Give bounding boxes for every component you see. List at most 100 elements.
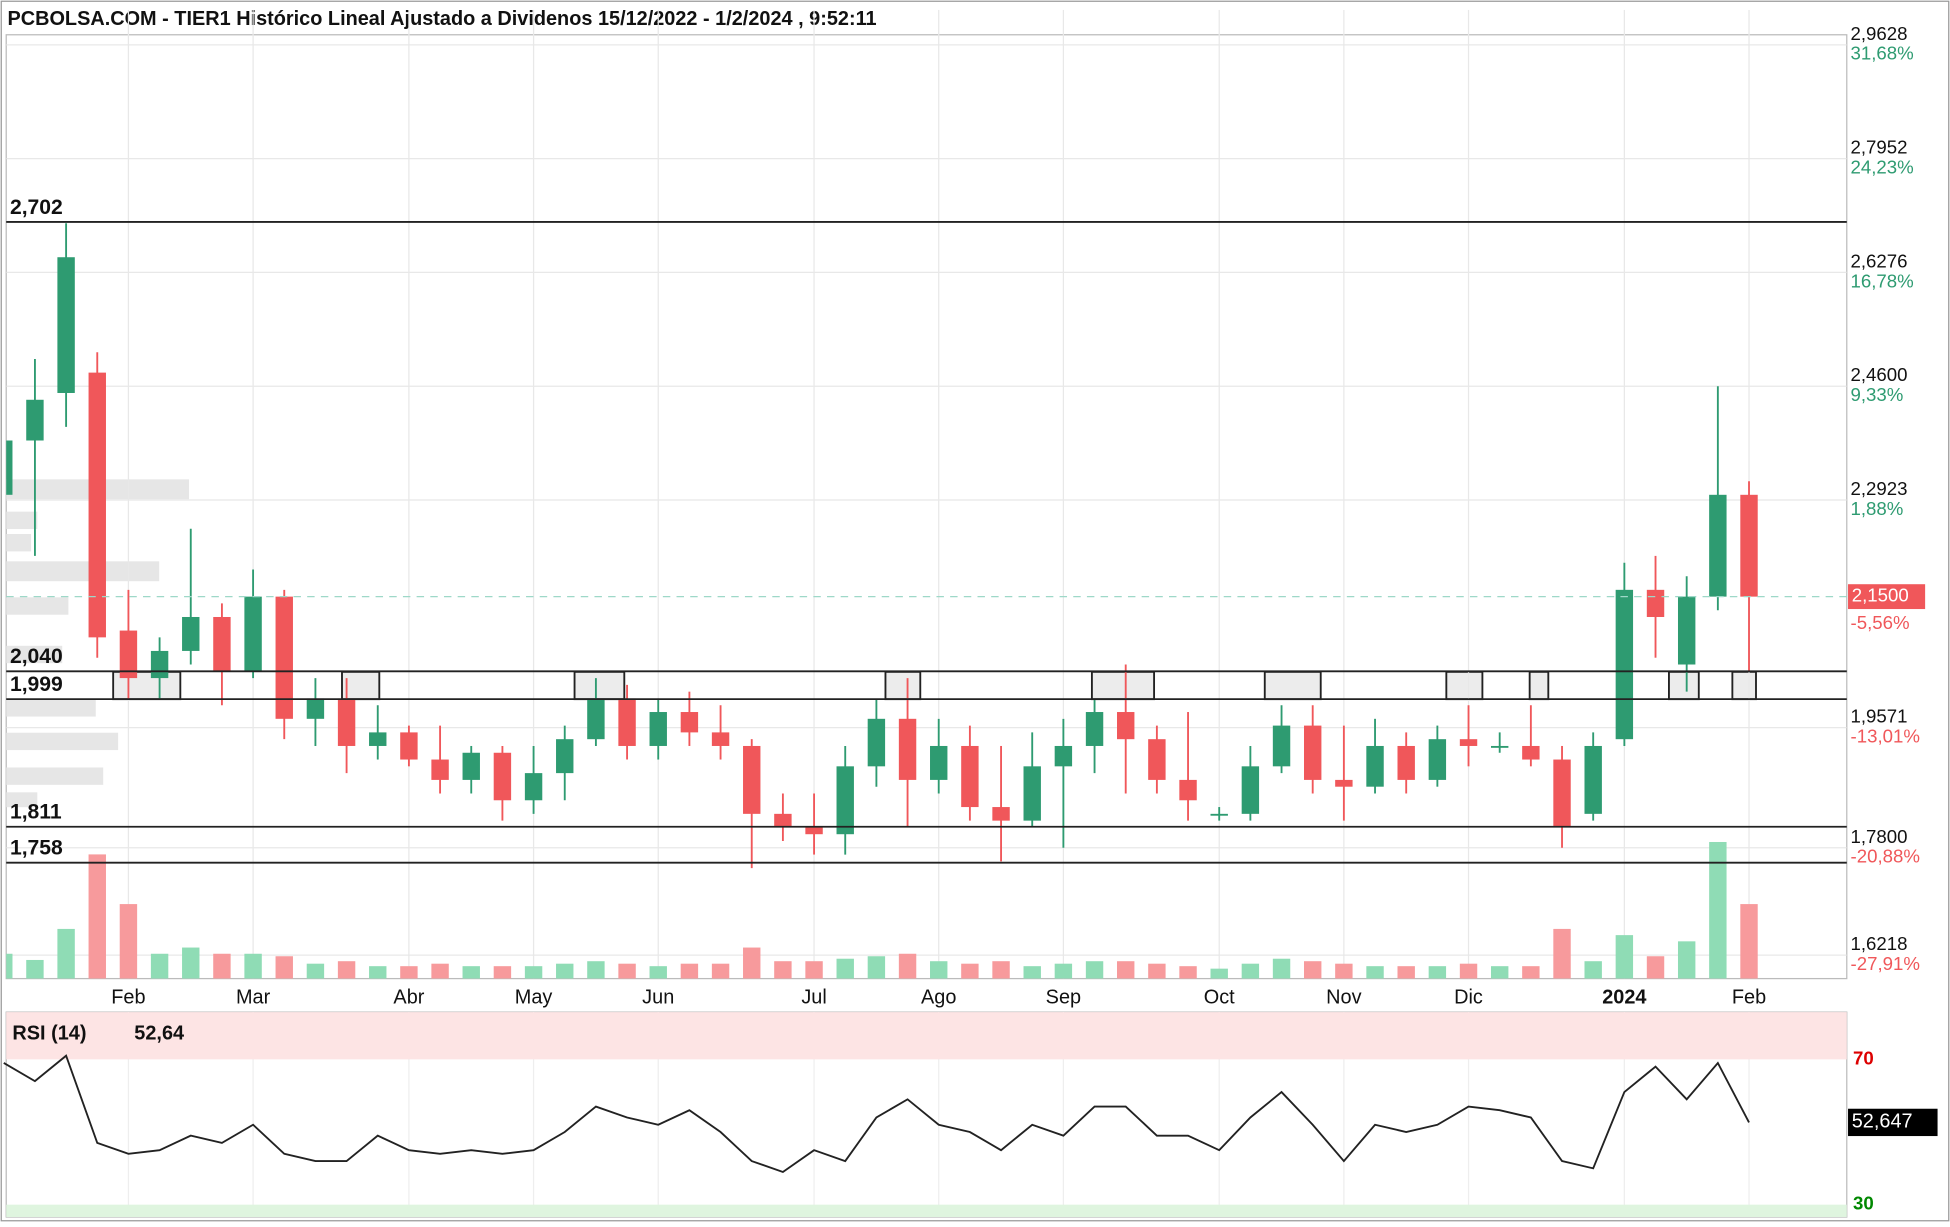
candle-body xyxy=(587,698,605,740)
rsi-label: RSI (14) xyxy=(12,1023,86,1045)
last-price-label: 2,1500 xyxy=(1852,585,1909,606)
volume-bar xyxy=(649,966,667,979)
x-tick-label: Jul xyxy=(801,987,826,1009)
rsi-current: 52,64 xyxy=(134,1023,184,1045)
volume-bar xyxy=(182,947,200,979)
candle-body xyxy=(1428,739,1447,780)
x-tick-label: Abr xyxy=(393,987,424,1009)
volume-bar xyxy=(431,963,449,979)
last-price-pct: -5,56% xyxy=(1851,612,1910,633)
volume-bar xyxy=(992,961,1010,979)
volume-bar xyxy=(711,963,730,979)
y-tick-pct: 16,78% xyxy=(1851,270,1914,291)
volume-profile xyxy=(6,479,190,808)
volume-bar xyxy=(743,947,761,979)
volume-bar xyxy=(1117,961,1135,979)
volume-bar xyxy=(587,961,605,979)
candle-body xyxy=(898,718,917,780)
candle-body xyxy=(1054,745,1073,767)
volume-bar xyxy=(930,961,948,979)
candle-body xyxy=(743,745,761,814)
volume-bar xyxy=(556,963,574,979)
volume-bar xyxy=(1179,966,1197,979)
volume-bar xyxy=(898,953,917,979)
x-tick-label: Feb xyxy=(111,987,145,1009)
y-tick-pct: -20,88% xyxy=(1851,846,1920,867)
y-tick-label: 1,9571 xyxy=(1851,706,1908,727)
volume-bar xyxy=(1677,941,1696,979)
candle-body xyxy=(88,372,106,638)
candle-body xyxy=(1272,725,1291,767)
level-label: 2,040 xyxy=(10,645,63,668)
volume-bar xyxy=(805,961,823,979)
candle-body xyxy=(337,698,356,746)
candle-body xyxy=(306,698,325,719)
candle-body xyxy=(119,630,138,679)
candle-body xyxy=(774,813,792,828)
volume-bar xyxy=(462,966,480,979)
x-tick-label: Dic xyxy=(1454,987,1483,1009)
candle-body xyxy=(556,739,574,774)
volume-bar xyxy=(618,963,636,979)
volume-bar xyxy=(1054,963,1073,979)
candle-body xyxy=(1179,779,1197,801)
candle-body xyxy=(649,712,667,746)
candle-body xyxy=(26,399,44,441)
candle-body xyxy=(1709,494,1727,597)
volume-bar xyxy=(1740,904,1758,979)
candle-body xyxy=(1335,779,1353,787)
volume-bar xyxy=(1553,928,1571,979)
candle-body xyxy=(867,718,886,767)
candle-body xyxy=(493,752,512,801)
y-tick-pct: -13,01% xyxy=(1851,725,1920,746)
rsi-last-label: 52,647 xyxy=(1852,1111,1913,1133)
candle-body xyxy=(1490,745,1509,748)
y-tick-label: 2,2923 xyxy=(1851,478,1908,499)
x-tick-label: Ago xyxy=(921,987,956,1009)
x-tick-label: Oct xyxy=(1204,987,1235,1009)
rsi-last-box xyxy=(1848,1108,1938,1137)
x-tick-label: Nov xyxy=(1326,987,1361,1009)
candle-body xyxy=(618,698,636,746)
volume-bar xyxy=(493,966,512,979)
candle-body xyxy=(1085,712,1104,746)
candle-body xyxy=(431,759,449,780)
candle-body xyxy=(150,650,169,679)
candle-body xyxy=(57,257,75,393)
candle-body xyxy=(1677,596,1696,665)
candle-body xyxy=(1646,589,1665,617)
x-tick-label: Sep xyxy=(1046,987,1081,1009)
candle-body xyxy=(930,745,948,780)
y-tick-label: 2,4600 xyxy=(1851,364,1908,385)
volume-bar xyxy=(524,966,543,979)
volume-bar xyxy=(1522,966,1540,979)
candle-body xyxy=(1023,766,1041,821)
x-tick-label: May xyxy=(515,987,553,1009)
volume-bar xyxy=(867,956,886,979)
y-tick-label: 1,6218 xyxy=(1851,933,1908,954)
x-tick-label: Feb xyxy=(1732,987,1766,1009)
volume-bar xyxy=(88,854,106,979)
volume-bar xyxy=(275,956,293,979)
volume-bar xyxy=(774,961,792,979)
candle-body xyxy=(1366,745,1384,787)
y-tick-pct: -27,91% xyxy=(1851,953,1920,974)
y-tick-label: 2,9628 xyxy=(1851,23,1908,44)
volume-bar xyxy=(1459,963,1478,979)
y-tick-pct: 1,88% xyxy=(1851,498,1904,519)
volume-bar xyxy=(57,928,75,979)
candle-body xyxy=(462,752,480,780)
candle-body xyxy=(400,732,418,760)
volume-bar xyxy=(150,953,169,979)
y-tick-label: 2,6276 xyxy=(1851,250,1908,271)
rsi-tick-label: 70 xyxy=(1853,1047,1874,1068)
level-label: 2,702 xyxy=(10,196,63,219)
rsi-line xyxy=(3,1054,1750,1174)
volume-bar xyxy=(1428,966,1447,979)
volume-bar xyxy=(1646,956,1665,979)
volume-bar xyxy=(306,963,325,979)
volume-bar xyxy=(1023,966,1041,979)
volume-bar xyxy=(961,963,979,979)
